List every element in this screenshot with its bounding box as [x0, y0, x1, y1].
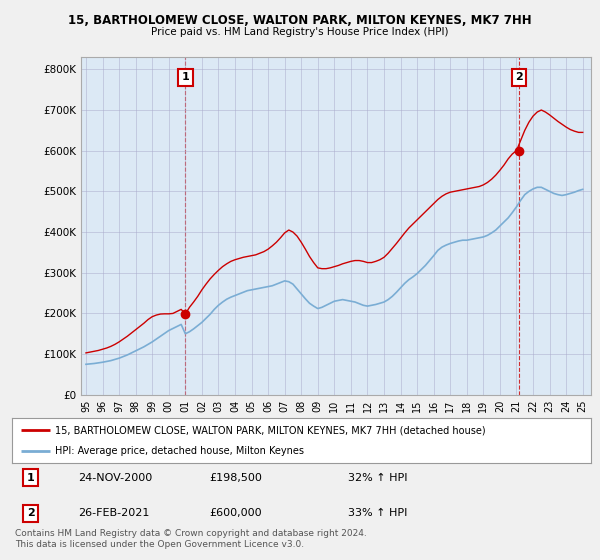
Text: 2: 2 [515, 72, 523, 82]
Text: 33% ↑ HPI: 33% ↑ HPI [348, 508, 407, 518]
Text: 26-FEB-2021: 26-FEB-2021 [79, 508, 150, 518]
Text: 1: 1 [181, 72, 189, 82]
Text: 32% ↑ HPI: 32% ↑ HPI [348, 473, 407, 483]
Text: £198,500: £198,500 [209, 473, 262, 483]
Text: HPI: Average price, detached house, Milton Keynes: HPI: Average price, detached house, Milt… [55, 446, 304, 456]
Text: 15, BARTHOLOMEW CLOSE, WALTON PARK, MILTON KEYNES, MK7 7HH: 15, BARTHOLOMEW CLOSE, WALTON PARK, MILT… [68, 14, 532, 27]
Text: 2: 2 [26, 508, 34, 518]
Text: £600,000: £600,000 [209, 508, 262, 518]
Text: 1: 1 [26, 473, 34, 483]
Text: Contains HM Land Registry data © Crown copyright and database right 2024.
This d: Contains HM Land Registry data © Crown c… [15, 529, 367, 549]
Text: 24-NOV-2000: 24-NOV-2000 [79, 473, 153, 483]
Text: Price paid vs. HM Land Registry's House Price Index (HPI): Price paid vs. HM Land Registry's House … [151, 27, 449, 37]
Text: 15, BARTHOLOMEW CLOSE, WALTON PARK, MILTON KEYNES, MK7 7HH (detached house): 15, BARTHOLOMEW CLOSE, WALTON PARK, MILT… [55, 425, 486, 435]
